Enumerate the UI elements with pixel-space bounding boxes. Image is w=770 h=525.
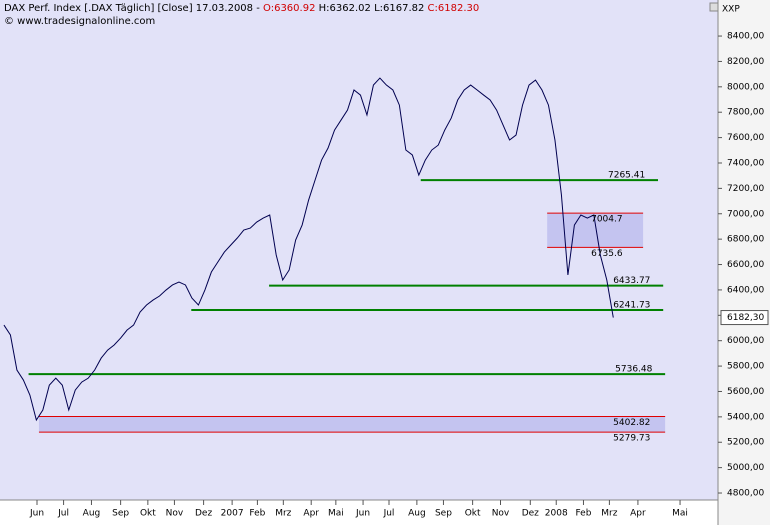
x-tick-label: Feb [249, 509, 265, 519]
y-tick-label: 7400,00 [727, 158, 764, 168]
x-tick-label: Okt [465, 509, 481, 519]
y-tick-label: 5000,00 [727, 463, 764, 473]
x-tick-label: Dez [195, 509, 212, 519]
x-tick-label: Sep [112, 509, 129, 519]
y-tick-label: 7800,00 [727, 108, 764, 118]
y-tick-label: 6600,00 [727, 260, 764, 270]
x-tick-label: Sep [435, 509, 452, 519]
y-tick-label: 7600,00 [727, 133, 764, 143]
y-tick-label: 6400,00 [727, 285, 764, 295]
x-tick-label: Mrz [601, 509, 617, 519]
x-tick-label: Jul [57, 509, 69, 519]
high: H:6362.02 [319, 3, 371, 14]
close-button[interactable] [709, 2, 719, 12]
x-tick-label: 2008 [545, 509, 568, 519]
band-label: 5402.82 [613, 418, 650, 428]
x-tick-label: Mrz [275, 509, 291, 519]
x-tick-label: Apr [630, 509, 646, 519]
x-tick-label: Apr [303, 509, 319, 519]
x-tick-label: Aug [83, 509, 101, 519]
y-tick-label: 7200,00 [727, 184, 764, 194]
band-label: 6735.6 [591, 249, 623, 259]
x-tick-label: Feb [575, 509, 591, 519]
y-tick-label: 5200,00 [727, 438, 764, 448]
level-label: 7265.41 [608, 171, 645, 181]
y-tick-label: 6000,00 [727, 336, 764, 346]
band-label: 7004.7 [591, 215, 623, 225]
axis-name: XXP [722, 5, 740, 15]
y-tick-label: 5800,00 [727, 362, 764, 372]
last-price-label: 6182,30 [727, 313, 764, 323]
level-label: 6433.77 [613, 276, 650, 286]
price-line [3, 77, 614, 422]
x-tick-label: Dez [522, 509, 539, 519]
y-tick-label: 7000,00 [727, 209, 764, 219]
open: O:6360.92 [263, 3, 315, 14]
source: © www.tradesignalonline.com [4, 16, 155, 27]
x-tick-label: Mai [328, 509, 344, 519]
x-tick-label: Jun [29, 509, 44, 519]
y-axis-area [718, 0, 770, 525]
x-tick-label: 2007 [221, 509, 244, 519]
title-text: DAX Perf. Index [.DAX Täglich] [Close] 1… [4, 3, 260, 14]
x-tick-label: Nov [166, 509, 184, 519]
band-label: 5279.73 [613, 434, 650, 444]
low: L:6167.82 [374, 3, 424, 14]
x-axis-area [0, 500, 718, 525]
band [38, 416, 666, 433]
y-tick-label: 8200,00 [727, 57, 764, 67]
y-tick-label: 4800,00 [727, 489, 764, 499]
x-tick-label: Nov [492, 509, 510, 519]
x-tick-label: Aug [408, 509, 426, 519]
x-tick-label: Jun [355, 509, 370, 519]
level-label: 6241.73 [613, 301, 650, 311]
plot [3, 77, 666, 433]
y-tick-label: 8000,00 [727, 82, 764, 92]
level-label: 5736.48 [615, 365, 652, 375]
title: DAX Perf. Index [.DAX Täglich] [Close] 1… [4, 3, 479, 14]
y-tick-label: 5400,00 [727, 412, 764, 422]
y-tick-label: 6800,00 [727, 235, 764, 245]
y-tick-label: 8400,00 [727, 32, 764, 42]
last-price-box [720, 310, 769, 326]
x-tick-label: Okt [140, 509, 156, 519]
x-tick-label: Jul [383, 509, 395, 519]
x-tick-label: Mai [672, 509, 688, 519]
y-tick-label: 5600,00 [727, 387, 764, 397]
close: C:6182.30 [428, 3, 480, 14]
